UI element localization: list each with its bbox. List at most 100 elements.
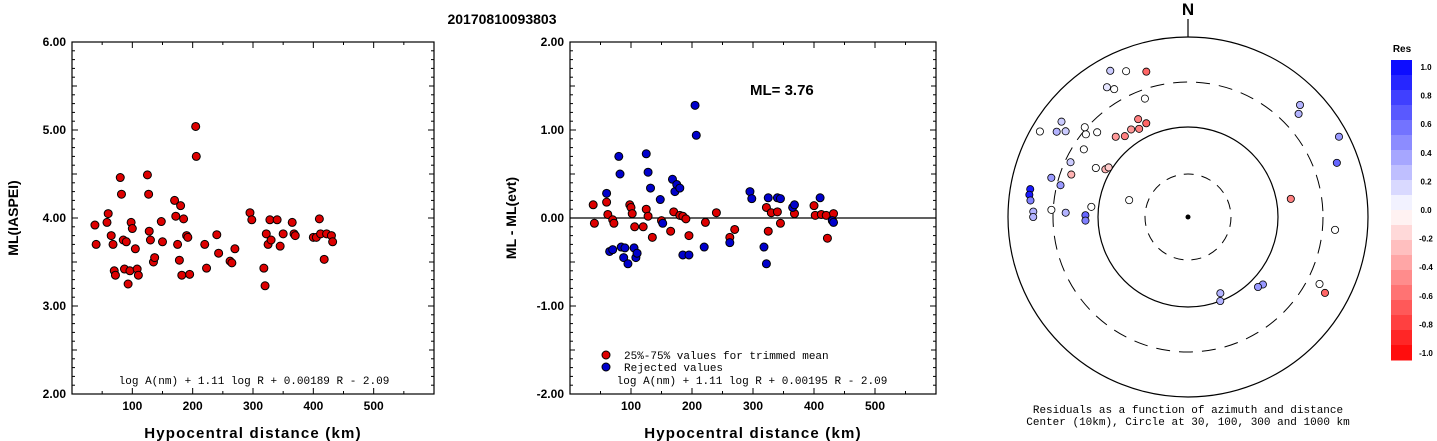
- data-point: [179, 214, 189, 224]
- data-point: [775, 218, 785, 228]
- data-point: [314, 214, 324, 224]
- data-point: [747, 194, 757, 204]
- station-marker: [1026, 196, 1035, 205]
- station-marker: [1320, 288, 1329, 297]
- panel-ml-residual: 100 200 300 400 500 -2.00 -1.00 0.00 1.00 2.00 Hyp…: [503, 35, 937, 441]
- colorbar-segment: [1391, 150, 1412, 166]
- legend-label-rejected: Rejected values: [624, 363, 723, 375]
- station-marker: [1106, 66, 1115, 75]
- station-marker: [1122, 67, 1131, 76]
- station-marker: [1093, 128, 1102, 137]
- data-point: [144, 189, 154, 199]
- colorbar-segment: [1391, 240, 1412, 256]
- circle-100km: [1097, 126, 1279, 308]
- data-point: [643, 167, 653, 177]
- y-tick-label: -1.00: [537, 299, 565, 313]
- data-point: [170, 195, 180, 205]
- data-point: [646, 183, 656, 193]
- data-point: [647, 232, 657, 242]
- data-point: [608, 245, 618, 255]
- legend-label-trimmed: 25%-75% values for trimmed mean: [624, 351, 829, 363]
- data-point: [261, 229, 271, 239]
- data-point: [690, 100, 700, 110]
- data-point: [191, 151, 201, 161]
- colorbar-title: Res: [1393, 44, 1412, 55]
- data-point: [171, 211, 181, 221]
- colorbar-segment: [1391, 60, 1412, 76]
- data-point: [176, 201, 186, 211]
- data-point: [174, 255, 184, 265]
- data-point: [641, 149, 651, 159]
- station-marker: [1081, 216, 1090, 225]
- data-point: [266, 235, 276, 245]
- data-point: [829, 217, 839, 227]
- ml-value-label: ML= 3.76: [750, 82, 814, 99]
- data-point: [185, 269, 195, 279]
- data-point: [145, 235, 155, 245]
- data-point: [278, 229, 288, 239]
- station-marker: [1140, 94, 1149, 103]
- data-point: [658, 218, 668, 228]
- station-marker: [1142, 119, 1151, 128]
- x-tick-label: 400: [804, 399, 824, 413]
- colorbar-segment: [1391, 105, 1412, 121]
- station-marker: [1134, 115, 1143, 124]
- data-point: [684, 250, 694, 260]
- data-point: [177, 270, 187, 280]
- data-point: [200, 239, 210, 249]
- station-marker: [1056, 181, 1065, 190]
- data-point: [589, 218, 599, 228]
- data-point: [319, 254, 329, 264]
- station-marker: [1035, 127, 1044, 136]
- circle-30km: [1144, 173, 1232, 261]
- data-point: [691, 130, 701, 140]
- station-marker: [1102, 83, 1111, 92]
- data-point: [91, 239, 101, 249]
- data-point: [763, 193, 773, 203]
- y-tick-label: 3.00: [43, 299, 67, 313]
- data-point: [290, 231, 300, 241]
- colorbar-label: 0.8: [1420, 92, 1432, 101]
- data-point: [761, 259, 771, 269]
- data-point: [227, 258, 237, 268]
- y-tick-label: 4.00: [43, 211, 67, 225]
- colorbar-label: -0.6: [1419, 292, 1433, 301]
- data-point: [90, 220, 100, 230]
- x-axis-label: Hypocentral distance (km): [144, 425, 362, 441]
- colorbar-segment: [1391, 75, 1412, 91]
- station-marker: [1120, 132, 1129, 141]
- data-point: [609, 218, 619, 228]
- colorbar-segment: [1391, 165, 1412, 181]
- station-marker: [1057, 117, 1066, 126]
- data-point: [699, 242, 709, 252]
- colorbar-segment: [1391, 90, 1412, 106]
- data-point: [643, 211, 653, 221]
- data-point: [158, 237, 167, 247]
- station-marker: [1111, 132, 1120, 141]
- station-marker: [1135, 124, 1144, 133]
- data-point: [108, 239, 118, 249]
- station-marker: [1110, 85, 1119, 94]
- station-marker: [1125, 196, 1134, 205]
- formula-label: log A(nm) + 1.11 log R + 0.00189 R - 2.0…: [119, 376, 390, 388]
- x-tick-label: 200: [682, 399, 702, 413]
- y-tick-label: -2.00: [537, 387, 565, 401]
- y-axis-label: ML - ML(evt): [503, 177, 519, 259]
- station-marker: [1091, 163, 1100, 172]
- colorbar-segment: [1391, 285, 1412, 301]
- data-point: [247, 215, 257, 225]
- colorbar-segment: [1391, 120, 1412, 136]
- station-marker: [1332, 158, 1341, 167]
- data-point: [809, 201, 819, 211]
- data-point: [789, 200, 799, 210]
- panel-ml-iaspei: 100 200 300 400 500 2.00 3.00 4.00 5.00 6.00 Hypoc…: [5, 35, 435, 441]
- data-point: [127, 224, 137, 234]
- data-point: [103, 209, 113, 219]
- colorbar-label: -0.8: [1419, 320, 1433, 329]
- data-point: [675, 183, 685, 193]
- colorbar-label: 0.0: [1420, 206, 1432, 215]
- data-point: [150, 253, 160, 263]
- station-marker: [1087, 202, 1096, 211]
- data-point: [156, 217, 166, 227]
- colorbar-label: -0.4: [1419, 263, 1433, 272]
